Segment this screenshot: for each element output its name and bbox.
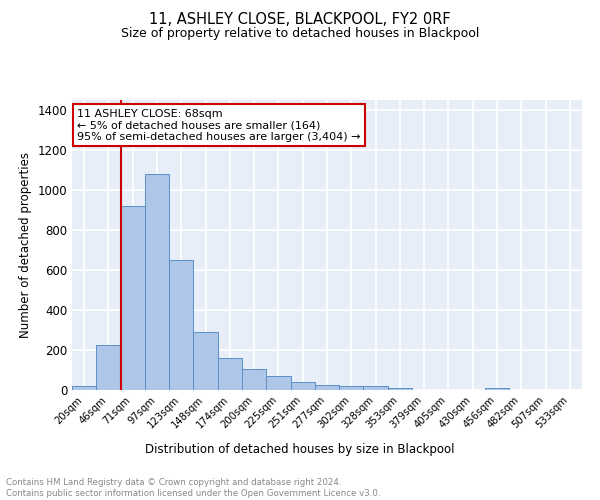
Bar: [242, 370, 266, 390]
Bar: [145, 174, 169, 390]
Bar: [193, 332, 218, 390]
Bar: [388, 388, 412, 390]
Bar: [121, 206, 145, 390]
Text: Contains HM Land Registry data © Crown copyright and database right 2024.
Contai: Contains HM Land Registry data © Crown c…: [6, 478, 380, 498]
Bar: [339, 386, 364, 390]
Text: Size of property relative to detached houses in Blackpool: Size of property relative to detached ho…: [121, 28, 479, 40]
Y-axis label: Number of detached properties: Number of detached properties: [19, 152, 32, 338]
Bar: [218, 358, 242, 390]
Bar: [72, 386, 96, 390]
Bar: [315, 385, 339, 390]
Bar: [169, 260, 193, 390]
Bar: [364, 386, 388, 390]
Bar: [266, 376, 290, 390]
Text: Distribution of detached houses by size in Blackpool: Distribution of detached houses by size …: [145, 442, 455, 456]
Bar: [485, 388, 509, 390]
Bar: [96, 345, 121, 390]
Text: 11, ASHLEY CLOSE, BLACKPOOL, FY2 0RF: 11, ASHLEY CLOSE, BLACKPOOL, FY2 0RF: [149, 12, 451, 28]
Bar: [290, 382, 315, 390]
Text: 11 ASHLEY CLOSE: 68sqm
← 5% of detached houses are smaller (164)
95% of semi-det: 11 ASHLEY CLOSE: 68sqm ← 5% of detached …: [77, 108, 361, 142]
